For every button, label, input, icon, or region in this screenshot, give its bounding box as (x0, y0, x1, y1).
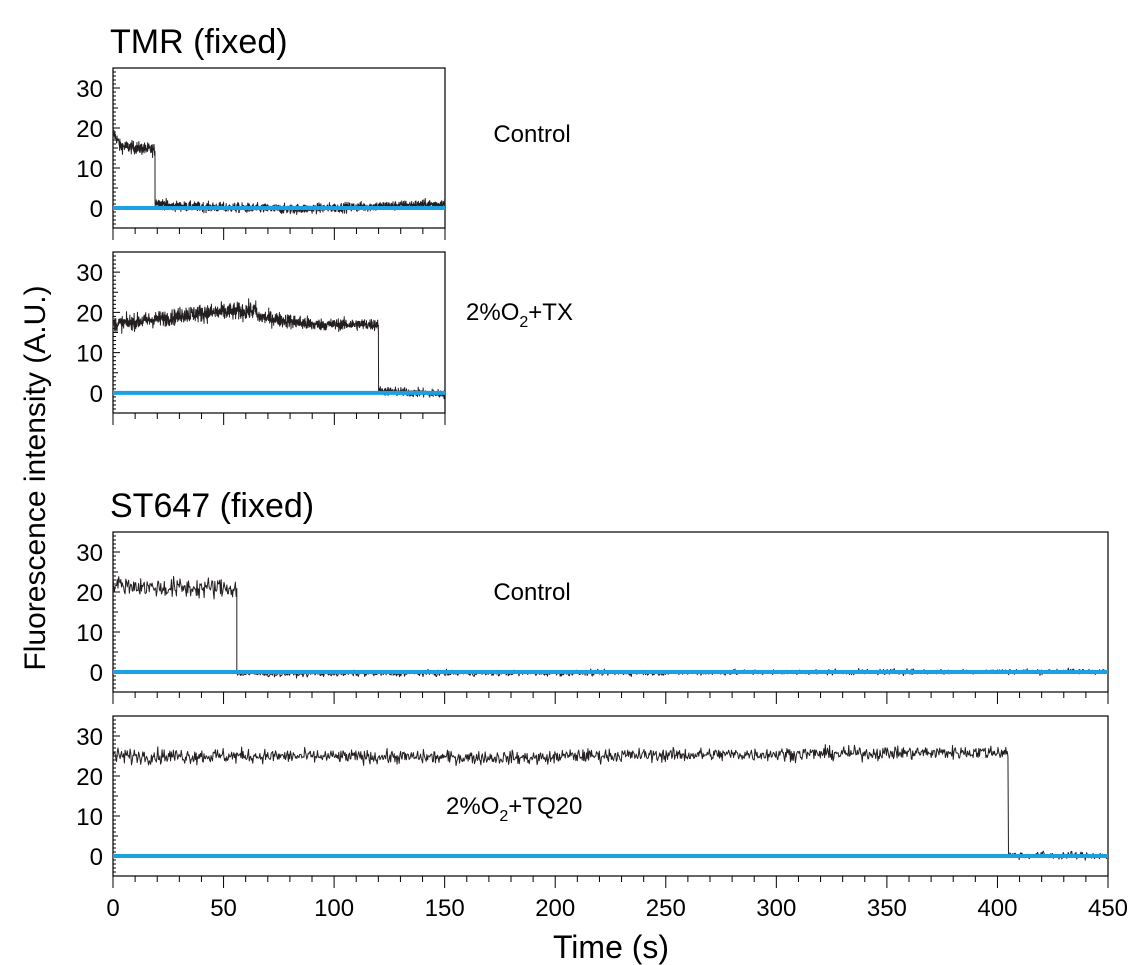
y-tick-label: 10 (76, 620, 103, 647)
x-tick-label: 400 (977, 895, 1017, 922)
y-tick-label: 10 (76, 156, 103, 183)
panel-title: ST647 (fixed) (110, 487, 314, 525)
y-tick-label: 30 (76, 76, 103, 103)
condition-label: 2%O2+TQ20 (446, 793, 582, 825)
y-tick-label: 20 (76, 580, 103, 607)
plot-frame (112, 531, 1109, 693)
panel-title: TMR (fixed) (110, 23, 288, 61)
condition-label: Control (493, 121, 570, 148)
condition-label: Control (493, 579, 570, 606)
plot-frame (112, 715, 1109, 877)
y-tick-label: 10 (76, 804, 103, 831)
y-tick-label: 30 (76, 260, 103, 287)
x-tick-label: 150 (425, 895, 465, 922)
y-tick-label: 30 (76, 540, 103, 567)
panel-1: TMR (fixed) 0 10 20 30 Control (76, 23, 571, 240)
x-tick-label: 100 (314, 895, 354, 922)
panel-2: 0 10 20 30 2%O2+TX (76, 251, 573, 425)
x-tick-label: 50 (210, 895, 237, 922)
y-tick-label: 20 (76, 116, 103, 143)
y-tick-label: 0 (90, 196, 103, 223)
x-tick-label: 0 (106, 895, 119, 922)
intensity-trace (112, 744, 1109, 861)
condition-label: 2%O2+TX (466, 299, 573, 331)
x-tick-label: 250 (646, 895, 686, 922)
intensity-trace (112, 129, 446, 215)
x-tick-label: 350 (867, 895, 907, 922)
x-tick-label: 300 (756, 895, 796, 922)
y-tick-label: 20 (76, 300, 103, 327)
y-tick-label: 0 (90, 660, 103, 687)
x-tick-label: 450 (1088, 895, 1128, 922)
intensity-trace (112, 298, 446, 400)
y-tick-label: 30 (76, 724, 103, 751)
y-axis-label: Fluorescence intensity (A.U.) (19, 285, 52, 670)
panel-3: ST647 (fixed) 0 10 20 30 Control (76, 487, 1109, 704)
y-tick-label: 0 (90, 381, 103, 408)
panels: TMR (fixed) 0 10 20 30 Control 0 10 20 30 2%O2+TX S… (76, 23, 1128, 922)
y-tick-label: 10 (76, 341, 103, 368)
y-tick-label: 0 (90, 844, 103, 871)
x-axis-label: Time (s) (553, 929, 669, 965)
intensity-trace (112, 575, 1108, 679)
x-tick-label: 200 (535, 895, 575, 922)
y-tick-label: 20 (76, 764, 103, 791)
